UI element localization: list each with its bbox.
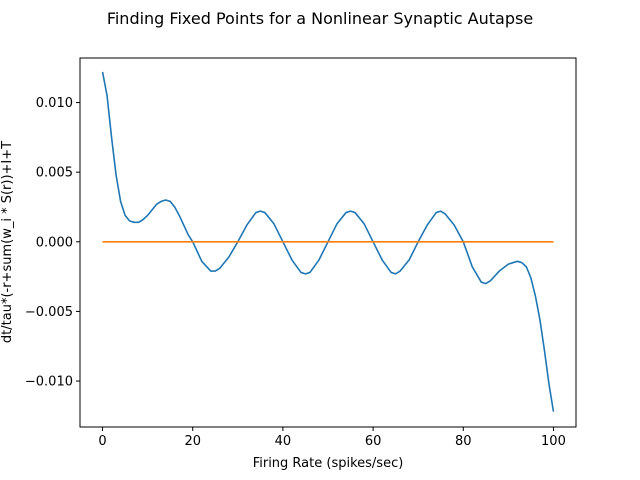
x-axis-label: Firing Rate (spikes/sec)	[253, 456, 404, 471]
x-axis: 0 20 40 60 80 100	[98, 427, 566, 449]
y-tick-label: −0.005	[25, 305, 73, 320]
plot-area	[101, 71, 555, 412]
y-tick-label: −0.010	[25, 375, 73, 390]
x-tick-label: 100	[541, 434, 566, 449]
chart-title: Finding Fixed Points for a Nonlinear Syn…	[107, 9, 533, 28]
y-tick-label: 0.000	[36, 235, 73, 250]
x-tick-label: 80	[455, 434, 472, 449]
x-tick-label: 60	[365, 434, 382, 449]
y-axis-label: dt/tau*(-r+sum(w_i * S(r))+I+T	[0, 141, 15, 343]
x-tick-label: 40	[275, 434, 292, 449]
y-tick-label: 0.005	[36, 166, 73, 181]
y-axis: −0.010 −0.005 0.000 0.005 0.010	[25, 96, 80, 390]
series-line-1	[101, 71, 555, 412]
axes-frame	[79, 57, 577, 428]
y-tick-label: 0.010	[36, 96, 73, 111]
x-tick-label: 20	[184, 434, 201, 449]
x-tick-label: 0	[98, 434, 106, 449]
